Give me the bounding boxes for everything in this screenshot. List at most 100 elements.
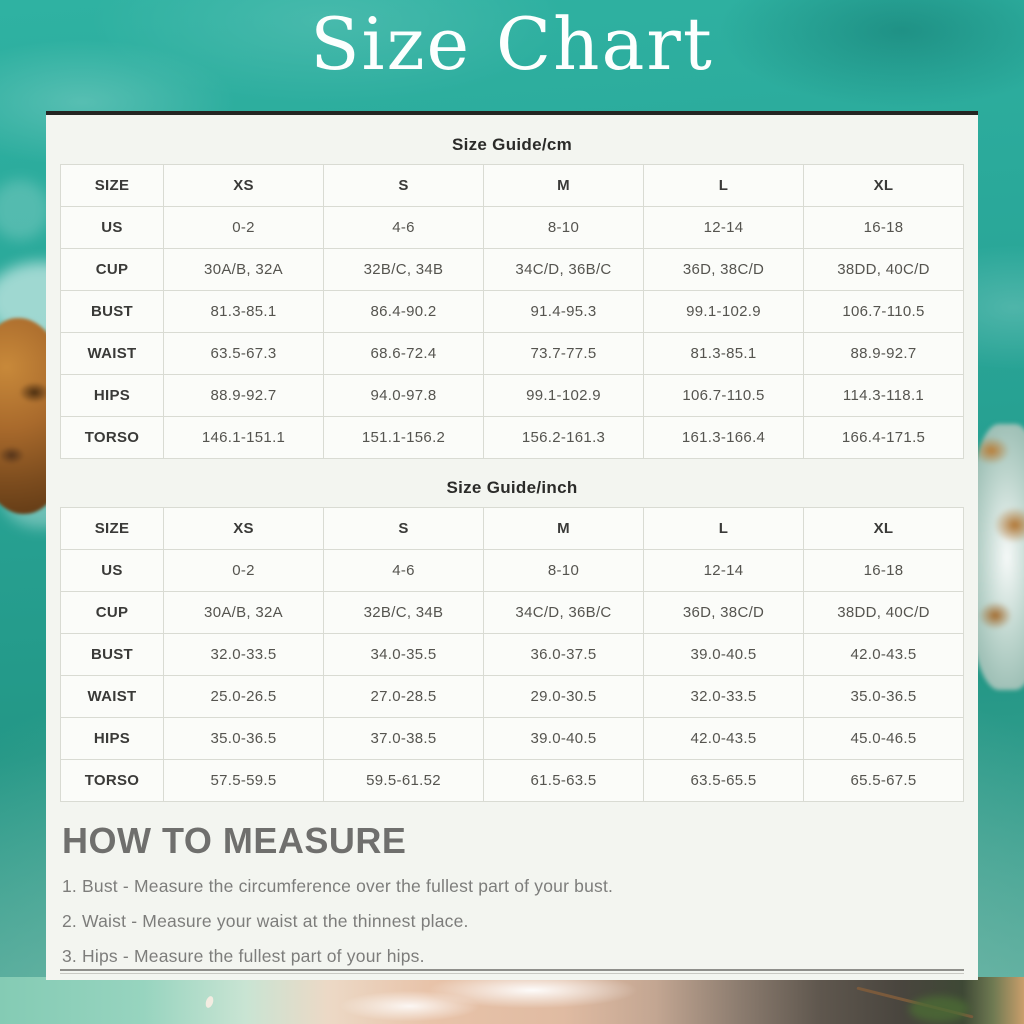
table-cell: 73.7-77.5: [483, 332, 644, 375]
sea-foam: [0, 180, 50, 240]
table-cell: 36D, 38C/D: [643, 248, 804, 291]
table-cell: 38DD, 40C/D: [803, 248, 964, 291]
table-cell: 34C/D, 36B/C: [483, 591, 644, 634]
table-cell: 63.5-65.5: [643, 759, 804, 802]
column-header: L: [643, 507, 804, 550]
table-row: TORSO 57.5-59.5 59.5-61.52 61.5-63.5 63.…: [60, 759, 964, 802]
header-row: SIZE XS S M L XL: [60, 507, 964, 550]
table-cell: 37.0-38.5: [323, 717, 484, 760]
size-table-inch: SIZE XS S M L XL US 0-2 4-6 8-10 12-14 1…: [60, 507, 964, 802]
measure-step-bust: 1. Bust - Measure the circumference over…: [62, 876, 614, 896]
header-row: SIZE XS S M L XL: [60, 164, 964, 207]
table-row: WAIST 63.5-67.3 68.6-72.4 73.7-77.5 81.3…: [60, 332, 964, 375]
table-cell: 42.0-43.5: [803, 633, 964, 676]
table-cell: 42.0-43.5: [643, 717, 804, 760]
row-label: CUP: [60, 591, 164, 634]
table-cell: 106.7-110.5: [643, 374, 804, 417]
table-cell: 39.0-40.5: [643, 633, 804, 676]
table-cell: 27.0-28.5: [323, 675, 484, 718]
row-label: WAIST: [60, 675, 164, 718]
table-cell: 81.3-85.1: [163, 290, 324, 333]
row-label: US: [60, 549, 164, 592]
table-cell: 16-18: [803, 549, 964, 592]
column-header: M: [483, 164, 644, 207]
column-header: M: [483, 507, 644, 550]
table-cell: 30A/B, 32A: [163, 591, 324, 634]
column-header: SIZE: [60, 164, 164, 207]
table-cell: 63.5-67.3: [163, 332, 324, 375]
vegetation: [909, 996, 969, 1022]
table-cell: 86.4-90.2: [323, 290, 484, 333]
size-chart-card: Size Guide/cm SIZE XS S M L XL US 0-2 4-…: [46, 111, 978, 980]
table-cell: 25.0-26.5: [163, 675, 324, 718]
table-cell: 166.4-171.5: [803, 416, 964, 459]
row-label: BUST: [60, 633, 164, 676]
table-cell: 81.3-85.1: [643, 332, 804, 375]
table-cell: 99.1-102.9: [643, 290, 804, 333]
table-cell: 34.0-35.5: [323, 633, 484, 676]
table-cell: 146.1-151.1: [163, 416, 324, 459]
table-cell: 57.5-59.5: [163, 759, 324, 802]
how-to-measure-heading: HOW TO MEASURE: [62, 820, 407, 861]
row-label: TORSO: [60, 759, 164, 802]
table-cell: 4-6: [323, 549, 484, 592]
table-row: BUST 81.3-85.1 86.4-90.2 91.4-95.3 99.1-…: [60, 290, 964, 333]
table-row: BUST 32.0-33.5 34.0-35.5 36.0-37.5 39.0-…: [60, 633, 964, 676]
table-cell: 0-2: [163, 206, 324, 249]
table-cell: 68.6-72.4: [323, 332, 484, 375]
table-cell: 39.0-40.5: [483, 717, 644, 760]
table-cell: 32.0-33.5: [643, 675, 804, 718]
column-header: XS: [163, 164, 324, 207]
row-label: BUST: [60, 290, 164, 333]
row-label: TORSO: [60, 416, 164, 459]
column-header: L: [643, 164, 804, 207]
table-row: HIPS 35.0-36.5 37.0-38.5 39.0-40.5 42.0-…: [60, 717, 964, 760]
table-cell: 36D, 38C/D: [643, 591, 804, 634]
table-row: TORSO 146.1-151.1 151.1-156.2 156.2-161.…: [60, 416, 964, 459]
column-header: XL: [803, 164, 964, 207]
table-cell: 0-2: [163, 549, 324, 592]
table-cell: 12-14: [643, 206, 804, 249]
table-cell: 32B/C, 34B: [323, 248, 484, 291]
table-row: US 0-2 4-6 8-10 12-14 16-18: [60, 206, 964, 249]
size-table-cm: SIZE XS S M L XL US 0-2 4-6 8-10 12-14 1…: [60, 164, 964, 459]
table-cell: 61.5-63.5: [483, 759, 644, 802]
table-cell: 35.0-36.5: [163, 717, 324, 760]
row-label: WAIST: [60, 332, 164, 375]
table-cell: 16-18: [803, 206, 964, 249]
column-header: XS: [163, 507, 324, 550]
table-cell: 32.0-33.5: [163, 633, 324, 676]
table-row: HIPS 88.9-92.7 94.0-97.8 99.1-102.9 106.…: [60, 374, 964, 417]
table-cell: 8-10: [483, 206, 644, 249]
table-cell: 88.9-92.7: [803, 332, 964, 375]
row-label: HIPS: [60, 717, 164, 760]
table-cell: 91.4-95.3: [483, 290, 644, 333]
measure-step-waist: 2. Waist - Measure your waist at the thi…: [62, 911, 469, 931]
table-cell: 12-14: [643, 549, 804, 592]
row-label: HIPS: [60, 374, 164, 417]
table-row: CUP 30A/B, 32A 32B/C, 34B 34C/D, 36B/C 3…: [60, 591, 964, 634]
table-cell: 114.3-118.1: [803, 374, 964, 417]
table-cell: 8-10: [483, 549, 644, 592]
table-cell: 45.0-46.5: [803, 717, 964, 760]
beach-shoreline: [0, 977, 1024, 1024]
table-cell: 38DD, 40C/D: [803, 591, 964, 634]
table-row: US 0-2 4-6 8-10 12-14 16-18: [60, 549, 964, 592]
table-cell: 106.7-110.5: [803, 290, 964, 333]
table-row: CUP 30A/B, 32A 32B/C, 34B 34C/D, 36B/C 3…: [60, 248, 964, 291]
bottom-divider: [60, 969, 964, 974]
table-cell: 59.5-61.52: [323, 759, 484, 802]
measure-step-hips: 3. Hips - Measure the fullest part of yo…: [62, 946, 425, 966]
table-cell: 29.0-30.5: [483, 675, 644, 718]
table-cell: 35.0-36.5: [803, 675, 964, 718]
page-title: Size Chart: [310, 2, 714, 86]
row-label: CUP: [60, 248, 164, 291]
table-cell: 30A/B, 32A: [163, 248, 324, 291]
column-header: S: [323, 164, 484, 207]
table-cell: 65.5-67.5: [803, 759, 964, 802]
table-cell: 94.0-97.8: [323, 374, 484, 417]
table-cell: 34C/D, 36B/C: [483, 248, 644, 291]
column-header: SIZE: [60, 507, 164, 550]
table-cell: 151.1-156.2: [323, 416, 484, 459]
